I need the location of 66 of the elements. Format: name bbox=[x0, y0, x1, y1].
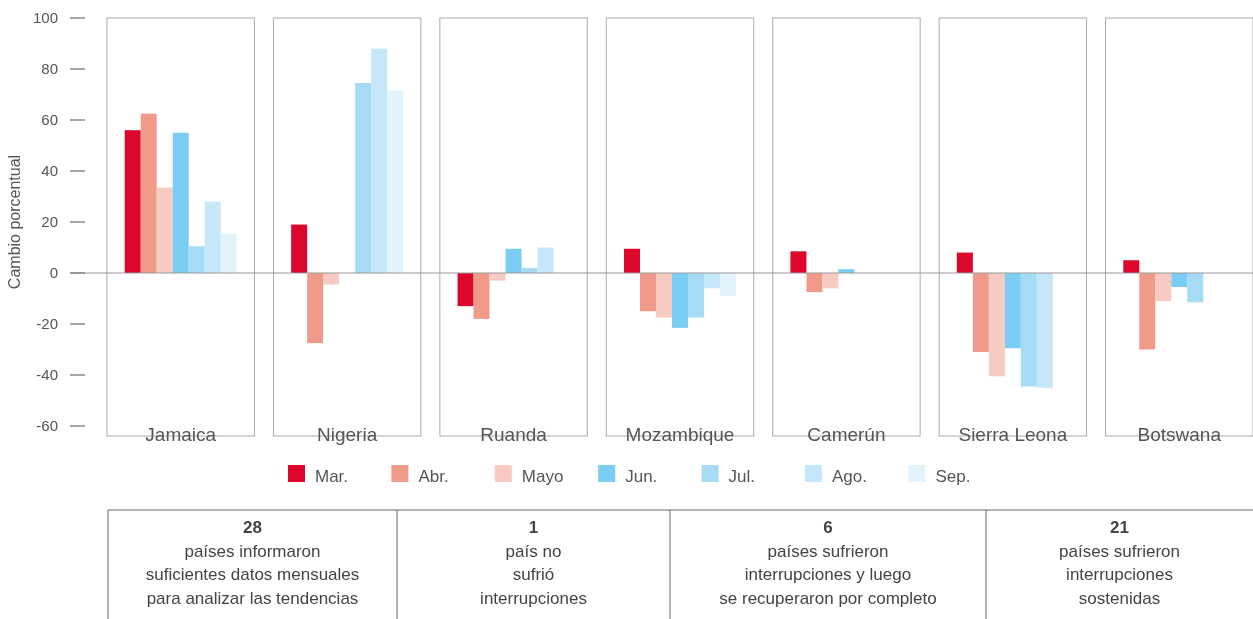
bar bbox=[972, 273, 989, 353]
legend-label: Jul. bbox=[728, 467, 756, 486]
bar bbox=[307, 273, 324, 344]
bar bbox=[371, 48, 388, 273]
x-tick-label: Jamaica bbox=[145, 424, 217, 445]
y-tick-label: 40 bbox=[41, 162, 58, 179]
bar bbox=[537, 247, 554, 273]
legend-label: Mar. bbox=[315, 467, 349, 486]
bar bbox=[505, 248, 522, 273]
bar bbox=[956, 252, 973, 273]
y-tick-label: 60 bbox=[41, 111, 58, 128]
bar bbox=[489, 273, 506, 281]
bar bbox=[473, 273, 490, 319]
bar bbox=[1123, 260, 1140, 273]
y-axis-title: Cambio porcentual bbox=[6, 154, 23, 290]
bar bbox=[204, 201, 221, 273]
bar bbox=[1171, 273, 1188, 288]
bar bbox=[1036, 273, 1053, 388]
bar bbox=[790, 251, 807, 273]
bar bbox=[624, 248, 640, 273]
legend-label: Abr. bbox=[418, 467, 449, 486]
text: 6 países sufrieron interrupciones y luego se recuperaron por completo bbox=[719, 518, 937, 608]
bar bbox=[291, 224, 308, 273]
bar bbox=[640, 273, 656, 312]
bar bbox=[172, 132, 189, 273]
y-tick-label: 0 bbox=[49, 264, 58, 281]
bar bbox=[457, 273, 474, 307]
x-tick-label: Mozambique bbox=[625, 424, 735, 445]
legend-label: Jun. bbox=[625, 467, 658, 486]
text: 21 países sufrieron interrupciones sostenidas bbox=[1059, 518, 1180, 608]
legend-label: Sep. bbox=[935, 467, 971, 486]
y-tick-label: 20 bbox=[41, 213, 58, 230]
bar bbox=[140, 113, 157, 273]
bar bbox=[188, 246, 205, 273]
y-tick-label: -40 bbox=[36, 366, 58, 383]
bar bbox=[704, 273, 720, 289]
bar bbox=[688, 273, 704, 318]
y-tick-label: -20 bbox=[36, 315, 58, 332]
x-tick-label: Camerún bbox=[807, 424, 886, 445]
bar bbox=[1139, 273, 1156, 350]
y-tick-label: -60 bbox=[36, 417, 58, 434]
bar bbox=[355, 83, 372, 273]
bar bbox=[220, 233, 237, 273]
bar bbox=[387, 90, 404, 273]
x-tick-label: Botswana bbox=[1137, 424, 1222, 445]
x-tick-label: Sierra Leona bbox=[958, 424, 1068, 445]
text: 28 países informaron suficientes datos mensuales para analizar las tendencias bbox=[145, 518, 360, 608]
bar bbox=[124, 130, 141, 273]
bar bbox=[156, 187, 173, 273]
legend-label: Ago. bbox=[832, 467, 867, 486]
x-tick-label: Nigeria bbox=[317, 424, 378, 445]
bar bbox=[656, 273, 672, 318]
bar bbox=[1155, 273, 1172, 302]
bar bbox=[1004, 273, 1021, 349]
text: 1 país no sufrió interrupciones bbox=[480, 518, 587, 608]
y-tick-label: 100 bbox=[32, 9, 58, 26]
bar bbox=[822, 273, 839, 289]
bar bbox=[1020, 273, 1037, 387]
x-tick-label: Ruanda bbox=[480, 424, 548, 445]
bar bbox=[806, 273, 823, 293]
bar bbox=[988, 273, 1005, 377]
bar bbox=[720, 273, 736, 296]
legend-label: Mayo bbox=[521, 467, 564, 486]
bar bbox=[1187, 273, 1204, 303]
bar bbox=[672, 273, 688, 328]
y-tick-label: 80 bbox=[41, 60, 58, 77]
